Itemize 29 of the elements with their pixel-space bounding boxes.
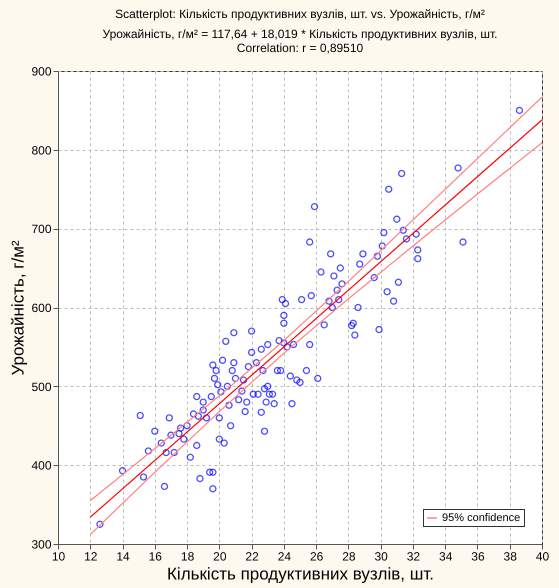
x-tick-label: 20 [213,550,227,564]
chart-subtitle: Урожайність, г/м² = 117,64 + 18,019 * Кількість продуктивних вузлів, шт. [102,27,498,41]
y-tick-label: 800 [31,143,52,158]
y-tick-label: 500 [31,380,52,394]
y-tick-label: 900 [31,64,52,78]
x-tick-label: 30 [374,550,388,564]
x-tick-label: 26 [310,550,324,564]
legend-label: 95% confidence [442,512,520,524]
y-tick-label: 300 [31,538,52,552]
x-tick-label: 36 [471,550,485,564]
x-tick-label: 28 [342,550,356,564]
x-tick-label: 32 [406,550,420,564]
y-axis-title: Урожайність, г/м² [8,240,28,376]
y-tick-label: 600 [31,301,52,315]
x-tick-label: 16 [148,550,162,564]
x-tick-label: 14 [116,550,130,564]
x-tick-label: 18 [180,550,195,564]
x-axis-title: Кількість продуктивних вузлів, шт. [167,564,434,584]
y-tick-label: 700 [31,222,52,236]
x-tick-label: 12 [84,550,98,564]
text: Correlation: r = 0,89510 [236,41,364,55]
y-tick-label: 400 [31,458,52,473]
x-tick-label: 22 [245,550,260,564]
x-tick-label: 40 [536,550,550,564]
x-tick-label: 10 [52,550,66,564]
x-tick-label: 38 [504,550,518,564]
x-tick-label: 34 [439,550,453,564]
x-tick-label: 24 [278,550,292,564]
chart-title: Scatterplot: Кількість продуктивних вузлів, шт. vs. Урожайність, г/м² [115,7,485,21]
